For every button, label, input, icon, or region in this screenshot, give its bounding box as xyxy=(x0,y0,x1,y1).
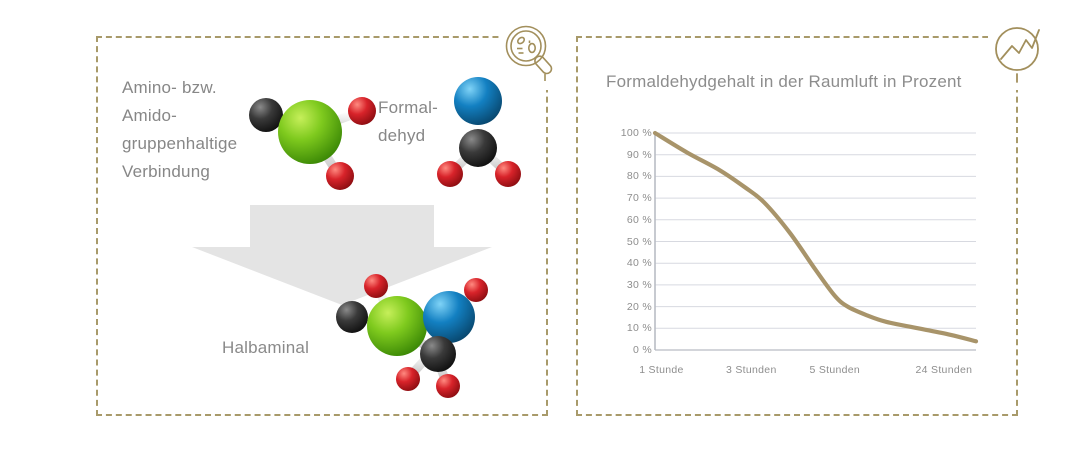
chart-y-tick: 100 % xyxy=(620,127,652,139)
chart-plot xyxy=(652,130,979,351)
magnifier-molecule-icon xyxy=(500,22,562,90)
right-panel-chart xyxy=(576,36,1018,416)
label-formaldehyde: Formal- dehyd xyxy=(378,98,438,145)
chart-y-axis-labels: 0 % 10 % 20 % 30 % 40 % 50 % 60 % 70 % 80 % 90 % 1… xyxy=(606,36,652,416)
chart-y-tick: 70 % xyxy=(626,192,652,205)
label-halbaminal: Halbaminal xyxy=(222,338,310,357)
arrow-down-icon xyxy=(192,205,492,305)
chart-line-series xyxy=(652,130,979,344)
chart-y-tick: 30 % xyxy=(626,278,652,291)
chart-x-tick: 1 Stunde xyxy=(639,364,684,376)
halbaminal-molecule xyxy=(336,274,488,398)
trend-line-circle-icon xyxy=(988,22,1050,90)
chart-x-tick: 24 Stunden xyxy=(915,364,973,376)
amino-compound-molecule xyxy=(249,97,376,190)
formaldehyde-molecule xyxy=(437,77,521,187)
left-panel-reaction xyxy=(96,36,548,416)
chart-title: Formaldehydgehalt in der Raumluft in Pro… xyxy=(606,72,962,91)
chart-axes xyxy=(654,133,976,351)
chart-y-tick: 50 % xyxy=(626,235,652,248)
chart-y-tick: 10 % xyxy=(626,322,652,335)
chart-y-tick: 80 % xyxy=(626,170,652,183)
chart-y-tick: 0 % xyxy=(633,344,652,356)
chart-y-tick: 20 % xyxy=(626,300,652,313)
chart-y-tick: 40 % xyxy=(626,257,652,270)
chart-x-tick: 3 Stunden xyxy=(726,364,777,376)
label-amino-compound: Amino- bzw. Amido- gruppenhaltige Verbin… xyxy=(122,78,238,181)
chart-y-tick: 90 % xyxy=(626,148,652,161)
chart-x-tick: 5 Stunden xyxy=(809,364,861,376)
chart-y-tick: 60 % xyxy=(626,213,652,226)
